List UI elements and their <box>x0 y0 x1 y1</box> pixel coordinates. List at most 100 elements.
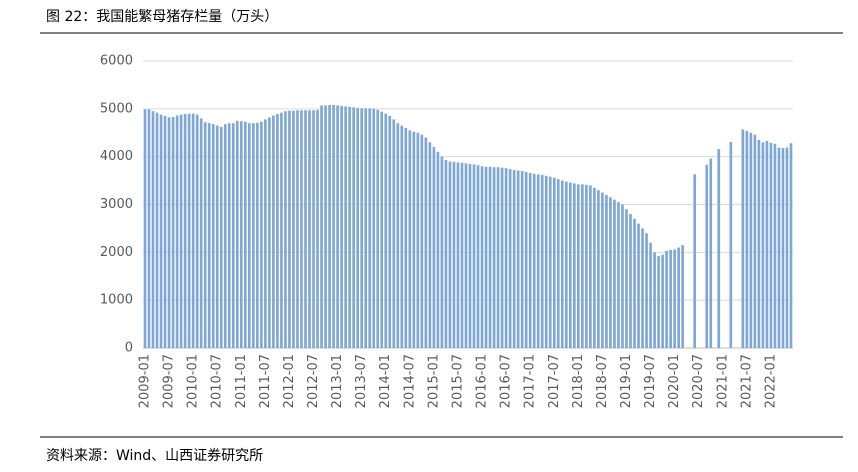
bar <box>460 162 464 348</box>
bar <box>761 142 765 348</box>
bar <box>444 160 448 348</box>
bar <box>512 170 516 348</box>
bar <box>717 149 721 348</box>
x-tick-label: 2015-01 <box>426 354 441 408</box>
x-tick-label: 2012-07 <box>306 354 321 408</box>
bar <box>203 122 207 348</box>
x-tick-label: 2009-07 <box>162 354 177 408</box>
bar <box>316 109 319 348</box>
bar <box>649 242 652 348</box>
bar <box>629 214 632 348</box>
bar <box>175 115 179 348</box>
bar <box>705 164 709 348</box>
bar <box>581 184 584 348</box>
bar <box>520 171 524 348</box>
bar <box>412 131 416 348</box>
bar <box>284 111 287 348</box>
x-tick-label: 2021-07 <box>739 354 754 408</box>
x-tick-label: 2019-01 <box>619 354 634 408</box>
bar <box>757 139 761 348</box>
x-tick-label: 2015-07 <box>450 354 465 408</box>
bar <box>408 130 412 348</box>
x-tick-label: 2010-07 <box>210 354 225 408</box>
x-tick-label: 2020-07 <box>691 354 706 408</box>
bar <box>669 249 672 348</box>
x-tick-label: 2016-07 <box>499 354 514 408</box>
bar <box>276 114 279 348</box>
bar <box>215 125 219 348</box>
x-tick-label: 2013-07 <box>354 354 369 408</box>
x-tick-label: 2016-01 <box>475 354 490 408</box>
x-tick-label: 2021-01 <box>715 354 730 408</box>
bar <box>589 185 592 348</box>
x-tick-label: 2018-07 <box>595 354 610 408</box>
bar <box>745 130 749 348</box>
bar <box>633 218 636 348</box>
bar <box>605 194 608 348</box>
bar <box>564 181 568 348</box>
bar <box>484 166 488 348</box>
bar <box>585 184 588 348</box>
bar <box>540 174 544 348</box>
bar <box>468 163 472 348</box>
bar <box>380 111 384 348</box>
bar <box>404 127 408 348</box>
bar <box>252 123 255 348</box>
bar <box>488 166 492 348</box>
bar <box>661 254 664 348</box>
x-tick-label: 2017-01 <box>523 354 538 408</box>
bar <box>268 117 271 349</box>
bar <box>693 174 697 348</box>
bar <box>344 106 347 348</box>
bar <box>681 245 684 348</box>
bar <box>364 108 368 348</box>
x-tick-label: 2011-01 <box>234 354 249 408</box>
bar <box>320 105 323 348</box>
bar <box>665 250 668 348</box>
bar <box>709 158 713 348</box>
y-tick-label: 5000 <box>100 101 133 116</box>
y-tick-label: 3000 <box>100 197 133 212</box>
bar <box>560 180 564 348</box>
y-tick-label: 6000 <box>100 54 133 69</box>
bar <box>464 163 468 348</box>
bar <box>312 110 315 348</box>
x-tick-label: 2014-01 <box>378 354 393 408</box>
bar <box>179 114 183 348</box>
bar <box>231 123 235 348</box>
bar <box>456 162 460 348</box>
bar <box>143 109 147 348</box>
bar <box>416 132 420 348</box>
x-tick-label: 2019-07 <box>643 354 658 408</box>
bar <box>496 167 500 348</box>
bar <box>308 110 311 348</box>
bar <box>528 172 532 348</box>
source-note: 资料来源：Wind、山西证券研究所 <box>46 448 263 464</box>
bar <box>508 169 512 348</box>
bar <box>677 247 680 348</box>
bar <box>296 110 299 348</box>
bar <box>637 223 640 348</box>
bar <box>352 107 355 348</box>
bar <box>340 105 343 348</box>
bar <box>227 123 231 348</box>
bar <box>332 105 335 348</box>
bar <box>476 165 480 348</box>
bar <box>211 124 215 348</box>
bar <box>324 105 327 348</box>
bar <box>785 147 789 348</box>
bar <box>492 167 496 348</box>
bar <box>548 176 552 348</box>
bar <box>356 107 359 348</box>
x-tick-label: 2020-01 <box>667 354 682 408</box>
bar <box>552 177 556 348</box>
bar <box>239 121 243 349</box>
x-tick-label: 2010-01 <box>186 354 201 408</box>
bar <box>781 148 785 348</box>
bar <box>147 109 151 348</box>
bar <box>452 161 456 348</box>
bar <box>223 124 227 348</box>
x-tick-label: 2009-01 <box>138 354 153 408</box>
bar <box>187 113 191 348</box>
bar <box>384 113 388 348</box>
